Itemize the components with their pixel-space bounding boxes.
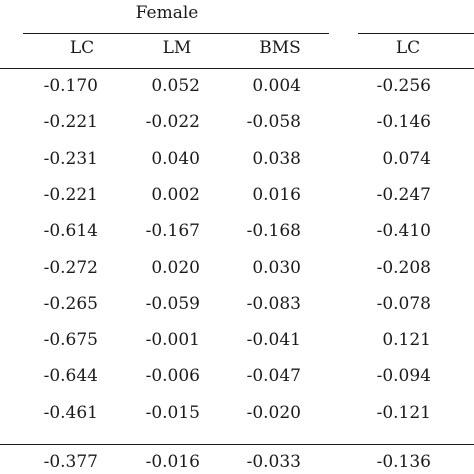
table-cell: -0.247 [376,184,431,205]
table-cell: -0.231 [43,148,98,169]
table-cell: -0.020 [246,402,301,423]
column-header-bms: BMS [259,38,301,58]
table-cell: -0.461 [43,402,98,423]
table-cell: -0.675 [43,330,98,351]
header-bottom-rule [0,68,474,69]
table-cell: -0.170 [43,76,98,96]
table-cell: -0.058 [246,112,301,133]
table-cell: -0.022 [145,112,200,133]
table-cell: -0.167 [145,221,200,242]
table-cell: -0.221 [43,112,98,133]
table-cell: 0.121 [382,330,431,351]
table-cell: -0.256 [376,76,431,96]
table-cell: -0.146 [376,112,431,133]
table-cell: -0.047 [246,366,301,387]
table-cell: 0.038 [252,148,301,169]
table-cell: -0.221 [43,184,98,205]
group-title-female: Female [135,3,199,23]
footer-cell: -0.016 [145,452,200,472]
table-cell: 0.020 [151,257,200,278]
table-cell: 0.040 [151,148,200,169]
table-cell: -0.078 [376,293,431,314]
group-header-rule-right [358,33,474,34]
footer-cell: -0.033 [246,452,301,472]
table-cell: -0.410 [376,221,431,242]
table-cell: -0.059 [145,293,200,314]
table-cell: -0.272 [43,257,98,278]
footer-top-rule [0,444,474,445]
table-cell: -0.265 [43,293,98,314]
table-cell: 0.002 [151,184,200,205]
table-cell: 0.004 [252,76,301,96]
table-cell: 0.052 [151,76,200,96]
table-cell: -0.094 [376,366,431,387]
table-cell: -0.001 [145,330,200,351]
footer-cell: -0.136 [376,452,431,472]
column-header-lc: LC [69,38,95,58]
table-cell: 0.030 [252,257,301,278]
table-cell: -0.168 [246,221,301,242]
table-cell: -0.121 [376,402,431,423]
group-header-rule [23,33,329,34]
table-cell: -0.083 [246,293,301,314]
footer-cell: -0.377 [43,452,98,472]
table-cell: 0.016 [252,184,301,205]
column-header-lm: LM [162,38,192,58]
table-cell: -0.015 [145,402,200,423]
table-cell: -0.614 [43,221,98,242]
table-cell: -0.208 [376,257,431,278]
table-cell: 0.074 [382,148,431,169]
column-header-lc-second: LC [395,38,421,58]
table-cell: -0.006 [145,366,200,387]
table-cell: -0.644 [43,366,98,387]
table-cell: -0.041 [246,330,301,351]
